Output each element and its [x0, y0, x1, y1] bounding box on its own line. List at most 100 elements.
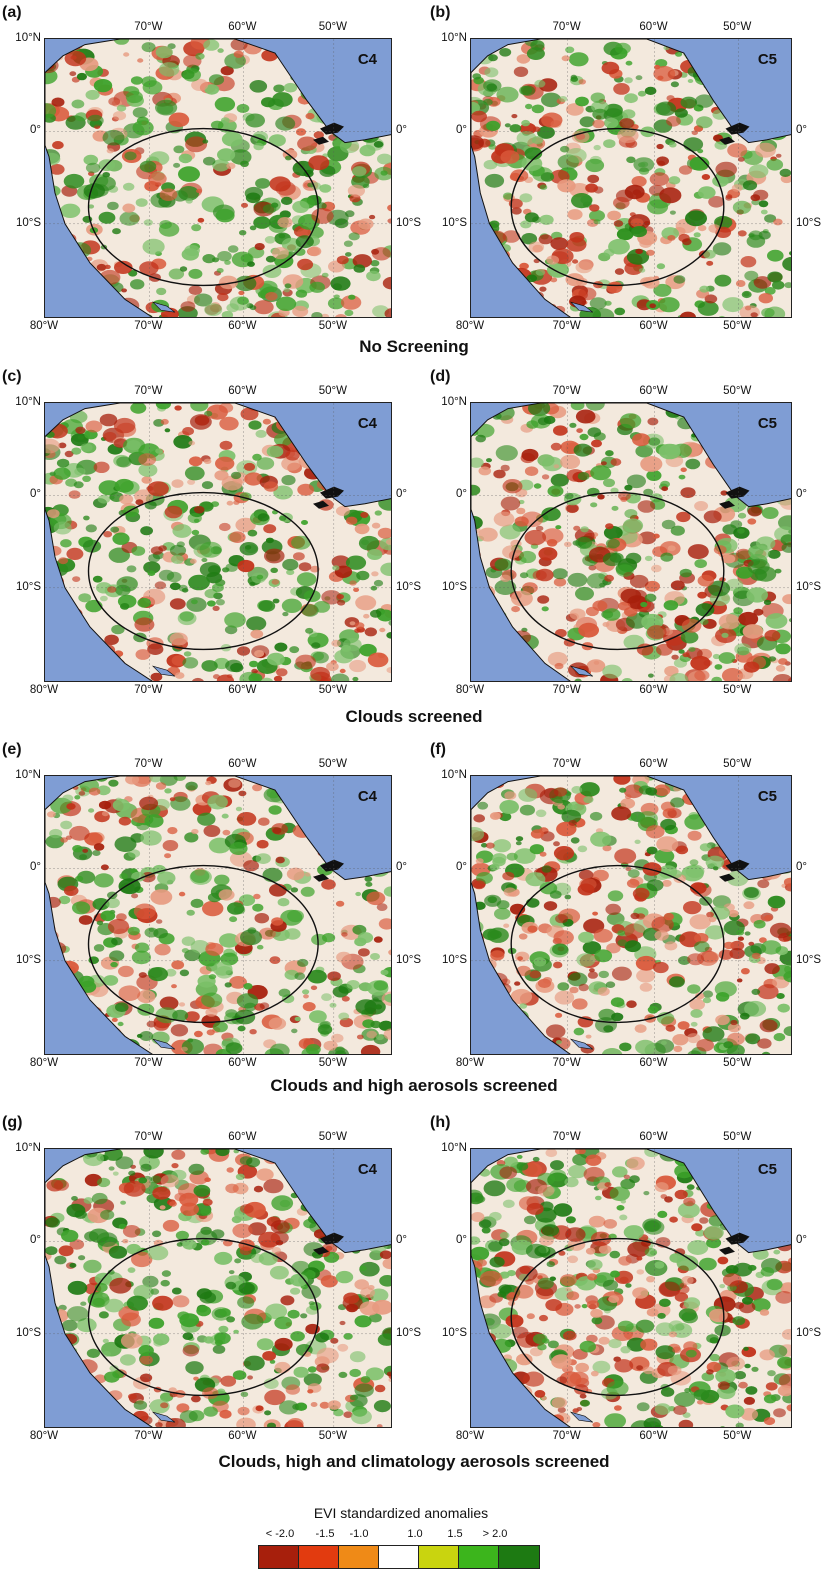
lon-tick-bottom: 60°W	[639, 684, 668, 696]
lat-tick-left: 10°N	[441, 769, 467, 781]
collection-version-label: C4	[357, 788, 377, 805]
lat-tick-left: 10°S	[15, 580, 41, 593]
lat-tick-right: 10°S	[796, 1326, 822, 1339]
lon-tick-top: 50°W	[723, 758, 752, 770]
lon-tick-top: 70°W	[552, 758, 581, 770]
lon-tick-bottom: 70°W	[552, 684, 581, 696]
study-region-ellipse	[87, 864, 319, 1024]
evi-anomaly-map: C4	[44, 1148, 392, 1428]
lon-tick-top: 50°W	[723, 1131, 752, 1143]
lon-tick-bottom: 50°W	[318, 320, 347, 332]
panel-label: (h)	[430, 1114, 451, 1131]
study-region-ellipse	[87, 127, 319, 287]
panel-label: (e)	[2, 741, 22, 758]
lon-tick-top: 60°W	[228, 385, 257, 397]
lat-tick-left: 0°	[456, 861, 467, 874]
lat-tick-left: 10°S	[441, 953, 467, 966]
lat-tick-left: 0°	[456, 1234, 467, 1247]
lon-tick-top: 60°W	[639, 385, 668, 397]
lon-tick-top: 60°W	[228, 1131, 257, 1143]
legend-label: -1.0	[349, 1528, 369, 1540]
legend-labels: < -2.0 -1.5 -1.0 1.0 1.5 > 2.0	[258, 1528, 548, 1542]
lat-tick-left: 10°N	[441, 396, 467, 408]
lon-tick-bottom: 50°W	[723, 1430, 752, 1442]
lon-tick-bottom: 80°W	[455, 1430, 485, 1442]
lon-tick-bottom: 50°W	[318, 684, 347, 696]
lon-tick-bottom: 80°W	[29, 1057, 59, 1069]
lat-tick-right: 10°S	[396, 1326, 422, 1339]
study-region-ellipse	[510, 491, 725, 651]
evi-anomaly-map: C5	[470, 1148, 792, 1428]
lon-tick-bottom: 60°W	[639, 1430, 668, 1442]
lon-tick-bottom: 70°W	[552, 1430, 581, 1442]
collection-version-label: C4	[357, 1161, 377, 1178]
lon-tick-bottom: 80°W	[29, 320, 59, 332]
lon-tick-bottom: 60°W	[228, 1430, 257, 1442]
lat-tick-left: 10°S	[441, 580, 467, 593]
panel-label: (f)	[430, 741, 446, 758]
legend-label: -1.5	[315, 1528, 335, 1540]
lat-tick-left: 10°N	[15, 396, 41, 408]
lon-tick-bottom: 70°W	[134, 320, 163, 332]
lat-tick-left: 10°S	[15, 953, 41, 966]
lat-tick-left: 0°	[30, 861, 41, 874]
lon-tick-bottom: 70°W	[134, 1430, 163, 1442]
lon-tick-bottom: 70°W	[134, 1057, 163, 1069]
lat-tick-right: 0°	[396, 124, 407, 137]
lat-tick-left: 10°S	[15, 1326, 41, 1339]
study-region-ellipse	[87, 1237, 319, 1397]
lon-tick-bottom: 50°W	[723, 684, 752, 696]
lat-tick-left: 0°	[456, 124, 467, 137]
lat-tick-right: 10°S	[796, 580, 822, 593]
lat-tick-right: 0°	[796, 488, 807, 501]
lon-tick-bottom: 60°W	[639, 1057, 668, 1069]
lon-tick-bottom: 80°W	[455, 1057, 485, 1069]
lat-tick-right: 0°	[396, 1234, 407, 1247]
legend-label: > 2.0	[482, 1528, 508, 1540]
lon-tick-top: 60°W	[228, 21, 257, 33]
lon-tick-top: 60°W	[228, 758, 257, 770]
evi-anomaly-map: C5	[470, 38, 792, 318]
study-region-ellipse	[510, 864, 725, 1024]
legend-swatch	[299, 1546, 339, 1568]
legend-label: < -2.0	[265, 1528, 295, 1540]
lat-tick-right: 10°S	[796, 953, 822, 966]
lat-tick-left: 10°N	[15, 1142, 41, 1154]
legend-swatch	[259, 1546, 299, 1568]
legend-color-bar	[258, 1545, 540, 1569]
collection-version-label: C5	[757, 1161, 777, 1178]
lon-tick-top: 70°W	[134, 758, 163, 770]
lon-tick-top: 50°W	[723, 21, 752, 33]
legend-title: EVI standardized anomalies	[313, 1505, 489, 1521]
lon-tick-bottom: 60°W	[228, 684, 257, 696]
lon-tick-bottom: 50°W	[723, 1057, 752, 1069]
lon-tick-bottom: 60°W	[639, 320, 668, 332]
lat-tick-left: 0°	[30, 488, 41, 501]
lon-tick-top: 60°W	[639, 21, 668, 33]
lat-tick-left: 0°	[456, 488, 467, 501]
lon-tick-bottom: 50°W	[723, 320, 752, 332]
lat-tick-right: 10°S	[796, 216, 822, 229]
row-caption-clouds-high-climatology-aerosols: Clouds, high and climatology aerosols sc…	[218, 1452, 610, 1471]
lon-tick-bottom: 80°W	[29, 1430, 59, 1442]
lon-tick-bottom: 70°W	[134, 684, 163, 696]
lon-tick-top: 70°W	[552, 1131, 581, 1143]
lat-tick-right: 0°	[396, 488, 407, 501]
lon-tick-top: 50°W	[318, 1131, 347, 1143]
row-caption-no-screening: No Screening	[359, 337, 469, 356]
lat-tick-right: 0°	[796, 124, 807, 137]
lon-tick-bottom: 60°W	[228, 1057, 257, 1069]
panel-label: (c)	[2, 368, 22, 385]
lat-tick-right: 10°S	[396, 953, 422, 966]
lon-tick-top: 70°W	[552, 21, 581, 33]
lat-tick-left: 10°S	[15, 216, 41, 229]
collection-version-label: C4	[357, 415, 377, 432]
lon-tick-top: 60°W	[639, 758, 668, 770]
panel-label: (a)	[2, 4, 22, 21]
legend-label: 1.0	[407, 1528, 423, 1540]
study-region-ellipse	[510, 1237, 725, 1397]
lat-tick-left: 10°S	[441, 216, 467, 229]
legend-swatch	[499, 1546, 539, 1568]
lat-tick-left: 10°N	[15, 769, 41, 781]
panel-label: (b)	[430, 4, 451, 21]
